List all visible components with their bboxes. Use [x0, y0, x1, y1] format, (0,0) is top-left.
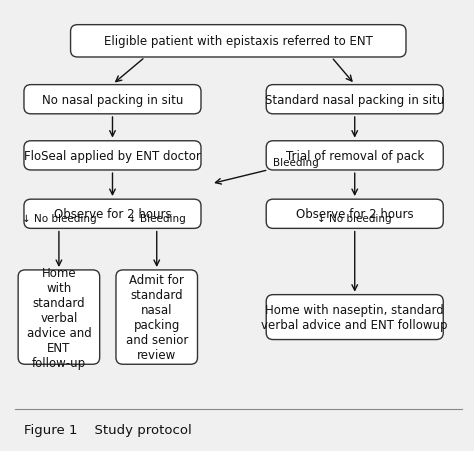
Text: FloSeal applied by ENT doctor: FloSeal applied by ENT doctor [24, 150, 201, 162]
Text: Figure 1    Study protocol: Figure 1 Study protocol [24, 423, 191, 436]
Text: Home with naseptin, standard
verbal advice and ENT followup: Home with naseptin, standard verbal advi… [262, 304, 448, 331]
Text: Standard nasal packing in situ: Standard nasal packing in situ [265, 93, 445, 106]
Text: Bleeding: Bleeding [273, 157, 319, 167]
FancyBboxPatch shape [24, 200, 201, 229]
FancyBboxPatch shape [266, 295, 443, 340]
Text: Admit for
standard
nasal
packing
and senior
review: Admit for standard nasal packing and sen… [126, 273, 188, 361]
FancyBboxPatch shape [18, 270, 100, 364]
FancyBboxPatch shape [116, 270, 198, 364]
Text: Observe for 2 hours: Observe for 2 hours [54, 208, 171, 221]
FancyBboxPatch shape [266, 200, 443, 229]
FancyBboxPatch shape [266, 85, 443, 115]
FancyBboxPatch shape [24, 142, 201, 170]
FancyBboxPatch shape [266, 142, 443, 170]
Text: Home
with
standard
verbal
advice and
ENT
follow-up: Home with standard verbal advice and ENT… [27, 266, 91, 369]
Text: ↓ No bleeding: ↓ No bleeding [318, 213, 392, 223]
Text: Eligible patient with epistaxis referred to ENT: Eligible patient with epistaxis referred… [104, 35, 373, 48]
Text: ↓ Bleeding: ↓ Bleeding [128, 213, 186, 223]
FancyBboxPatch shape [71, 26, 406, 58]
FancyBboxPatch shape [24, 85, 201, 115]
Text: Trial of removal of pack: Trial of removal of pack [286, 150, 424, 162]
Text: ↓ No bleeding: ↓ No bleeding [22, 213, 96, 223]
Text: No nasal packing in situ: No nasal packing in situ [42, 93, 183, 106]
Text: Observe for 2 hours: Observe for 2 hours [296, 208, 413, 221]
